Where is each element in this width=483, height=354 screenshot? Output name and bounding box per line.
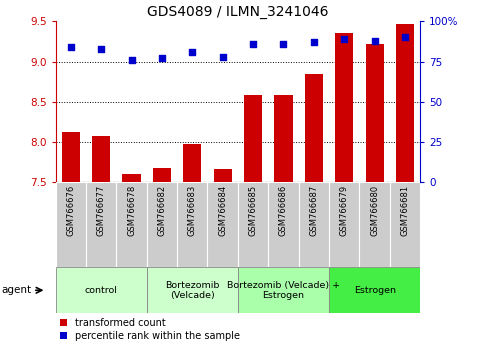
- Text: Bortezomib (Velcade) +
Estrogen: Bortezomib (Velcade) + Estrogen: [227, 281, 340, 300]
- Bar: [213, 169, 232, 182]
- Bar: [244, 95, 262, 182]
- Bar: [62, 132, 80, 182]
- Text: GSM766676: GSM766676: [66, 185, 75, 236]
- Bar: [298, 182, 329, 267]
- Bar: [329, 267, 420, 313]
- Text: GSM766681: GSM766681: [400, 185, 410, 236]
- Bar: [359, 182, 390, 267]
- Point: [401, 34, 409, 40]
- Bar: [268, 182, 298, 267]
- Bar: [116, 182, 147, 267]
- Point: [158, 56, 166, 61]
- Text: GSM766682: GSM766682: [157, 185, 167, 236]
- Bar: [396, 24, 414, 182]
- Text: GSM766679: GSM766679: [340, 185, 349, 236]
- Text: Estrogen: Estrogen: [354, 286, 396, 295]
- Bar: [86, 182, 116, 267]
- Bar: [335, 33, 354, 182]
- Bar: [305, 74, 323, 182]
- Text: GSM766684: GSM766684: [218, 185, 227, 236]
- Bar: [366, 44, 384, 182]
- Bar: [390, 182, 420, 267]
- Point: [188, 49, 196, 55]
- Title: GDS4089 / ILMN_3241046: GDS4089 / ILMN_3241046: [147, 5, 328, 19]
- Point: [67, 44, 74, 50]
- Point: [280, 41, 287, 47]
- Text: GSM766680: GSM766680: [370, 185, 379, 236]
- Point: [97, 46, 105, 51]
- Text: GSM766677: GSM766677: [97, 185, 106, 236]
- Bar: [238, 267, 329, 313]
- Bar: [153, 168, 171, 182]
- Text: GSM766678: GSM766678: [127, 185, 136, 236]
- Point: [371, 38, 379, 44]
- Text: control: control: [85, 286, 117, 295]
- Bar: [329, 182, 359, 267]
- Bar: [177, 182, 208, 267]
- Text: GSM766686: GSM766686: [279, 185, 288, 236]
- Text: Bortezomib
(Velcade): Bortezomib (Velcade): [165, 281, 219, 300]
- Bar: [92, 136, 110, 182]
- Bar: [56, 267, 147, 313]
- Bar: [183, 144, 201, 182]
- Bar: [147, 182, 177, 267]
- Text: GSM766685: GSM766685: [249, 185, 257, 236]
- Bar: [238, 182, 268, 267]
- Text: GSM766683: GSM766683: [188, 185, 197, 236]
- Point: [249, 41, 257, 47]
- Bar: [147, 267, 238, 313]
- Text: agent: agent: [2, 285, 32, 295]
- Point: [128, 57, 135, 63]
- Bar: [56, 182, 86, 267]
- Point: [219, 54, 227, 59]
- Bar: [274, 95, 293, 182]
- Legend: transformed count, percentile rank within the sample: transformed count, percentile rank withi…: [60, 318, 240, 341]
- Point: [310, 39, 318, 45]
- Bar: [122, 174, 141, 182]
- Text: GSM766687: GSM766687: [309, 185, 318, 236]
- Point: [341, 36, 348, 42]
- Bar: [208, 182, 238, 267]
